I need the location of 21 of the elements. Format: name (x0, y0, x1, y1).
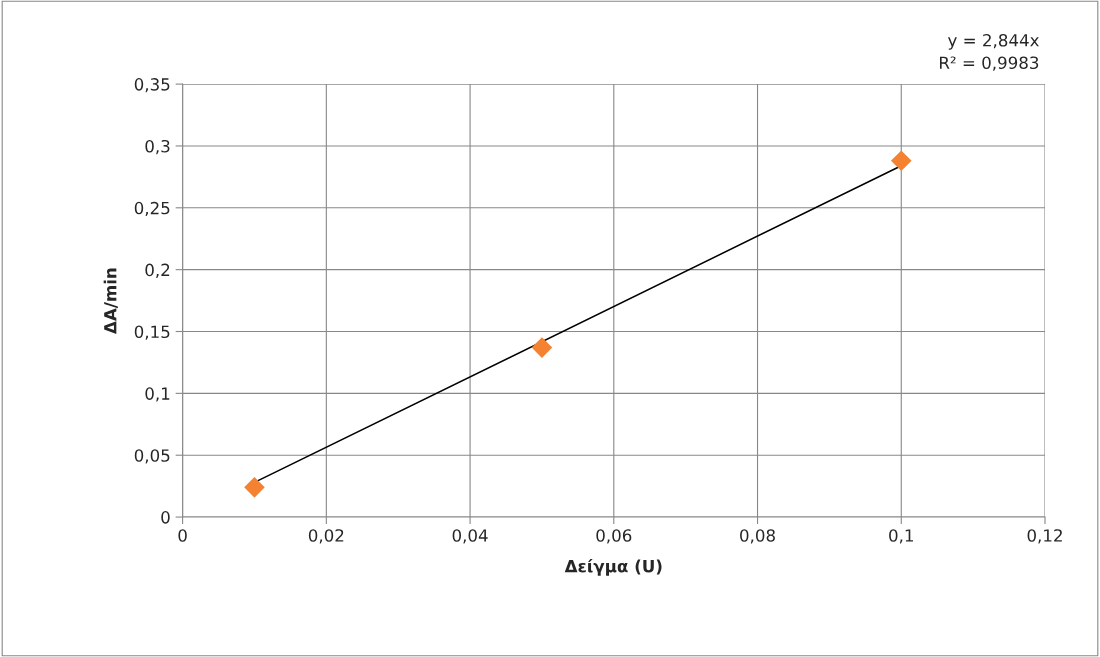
x-tick-label: 0 (178, 529, 187, 542)
x-tick-label: 0,06 (596, 529, 632, 544)
x-axis-title: Δείγμα (U) (564, 558, 662, 576)
x-tick-label: 0,12 (1027, 529, 1062, 544)
y-tick-label: 0,05 (134, 449, 170, 464)
y-tick-label: 0,35 (134, 78, 170, 93)
x-tick-label: 0,02 (308, 529, 344, 544)
y-axis-title: ΔA/min (103, 268, 118, 334)
y-tick-label: 0 (161, 511, 170, 524)
x-tick-label: 0,04 (452, 529, 488, 544)
point (890, 150, 912, 172)
y-tick-label: 0,3 (145, 139, 170, 155)
point (531, 337, 553, 358)
text: y = 2,844x R² = 0,9983 (939, 33, 1039, 71)
x-tick-label: 0,1 (889, 529, 913, 544)
y-tick-label: 0,1 (145, 387, 170, 402)
y-tick-label: 0,25 (134, 201, 170, 217)
x-tick-label: 0,08 (740, 529, 775, 544)
y-tick-label: 0,2 (145, 263, 170, 278)
y-tick-label: 0,15 (134, 325, 170, 340)
point (244, 477, 265, 498)
